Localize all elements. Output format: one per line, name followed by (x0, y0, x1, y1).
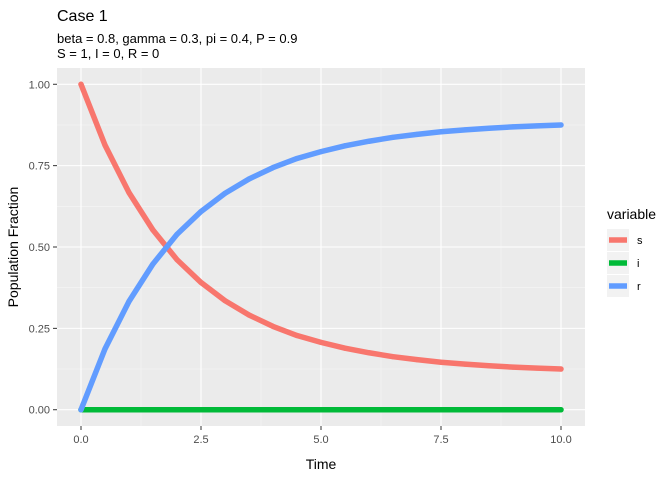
data-point-s (294, 332, 300, 339)
y-tick-label: 0.00 (29, 405, 50, 417)
data-point-s (534, 365, 540, 371)
data-point-i (222, 407, 228, 413)
data-point-r (174, 231, 180, 237)
data-point-r (78, 407, 84, 413)
data-point-r (270, 164, 276, 171)
data-point-s (390, 354, 396, 360)
x-axis: 0.0 2.5 5.0 7.5 10.0 (73, 426, 572, 446)
data-point-s (270, 323, 276, 330)
data-point-i (102, 407, 108, 413)
data-point-r (102, 346, 108, 352)
y-tick-label: 0.75 (29, 161, 50, 173)
data-point-s (102, 142, 108, 148)
data-point-r (558, 122, 564, 128)
data-point-r (486, 125, 492, 131)
legend-label-i: i (637, 258, 639, 270)
data-point-r (462, 127, 468, 133)
data-point-r (534, 123, 540, 129)
data-point-i (126, 407, 132, 413)
data-point-s (342, 345, 348, 351)
data-point-i (438, 407, 444, 413)
data-point-i (486, 407, 492, 413)
data-point-i (558, 407, 564, 413)
data-point-i (294, 407, 300, 413)
y-axis: 0.00 0.25 0.50 0.75 1.00 (29, 79, 57, 417)
data-point-i (342, 407, 348, 413)
data-point-i (534, 407, 540, 413)
data-point-s (150, 227, 156, 233)
data-point-i (318, 407, 324, 413)
data-point-i (270, 407, 276, 413)
x-tick-label: 7.5 (433, 434, 448, 446)
x-axis-label: Time (306, 456, 337, 472)
data-point-r (390, 134, 396, 140)
data-point-s (222, 298, 228, 304)
data-point-r (510, 124, 516, 130)
data-point-r (414, 131, 420, 137)
data-point-s (414, 357, 420, 363)
legend-title: variable (607, 206, 656, 222)
y-tick-label: 0.50 (29, 242, 50, 254)
data-point-s (438, 359, 444, 365)
data-point-s (246, 312, 252, 318)
data-point-r (150, 261, 156, 267)
x-tick-label: 5.0 (313, 434, 328, 446)
chart-subtitle-line-1: beta = 0.8, gamma = 0.3, pi = 0.4, P = 0… (57, 31, 297, 46)
data-point-r (438, 129, 444, 135)
y-tick-label: 1.00 (29, 79, 50, 91)
data-point-i (174, 407, 180, 413)
x-tick-label: 0.0 (73, 434, 88, 446)
data-point-s (174, 257, 180, 263)
y-tick-label: 0.25 (29, 323, 50, 335)
data-point-i (414, 407, 420, 413)
legend-label-s: s (637, 235, 643, 247)
x-tick-label: 2.5 (193, 434, 208, 446)
data-point-s (558, 366, 564, 372)
data-point-i (462, 407, 468, 413)
data-point-s (366, 350, 372, 356)
data-point-i (150, 407, 156, 413)
data-point-s (78, 81, 84, 87)
data-point-s (462, 361, 468, 367)
x-tick-label: 10.0 (550, 434, 571, 446)
y-axis-label: Population Fraction (5, 187, 21, 308)
data-point-i (246, 407, 252, 413)
data-point-r (246, 176, 252, 182)
data-point-s (510, 364, 516, 370)
data-point-s (318, 339, 324, 345)
data-point-s (198, 279, 204, 286)
data-point-s (126, 190, 132, 196)
data-point-i (390, 407, 396, 413)
series-layer (78, 81, 564, 413)
data-point-r (318, 149, 324, 155)
data-point-i (198, 407, 204, 413)
data-point-r (126, 298, 132, 304)
legend: variable sir (607, 206, 656, 297)
data-point-r (222, 190, 228, 196)
data-point-r (342, 143, 348, 149)
data-point-r (294, 155, 300, 162)
chart-subtitle-line-2: S = 1, I = 0, R = 0 (57, 46, 159, 61)
data-point-r (366, 138, 372, 144)
chart-title: Case 1 (57, 8, 108, 25)
data-point-s (486, 363, 492, 369)
legend-label-r: r (637, 281, 641, 293)
data-point-r (198, 208, 204, 215)
data-point-i (366, 407, 372, 413)
data-point-i (510, 407, 516, 413)
